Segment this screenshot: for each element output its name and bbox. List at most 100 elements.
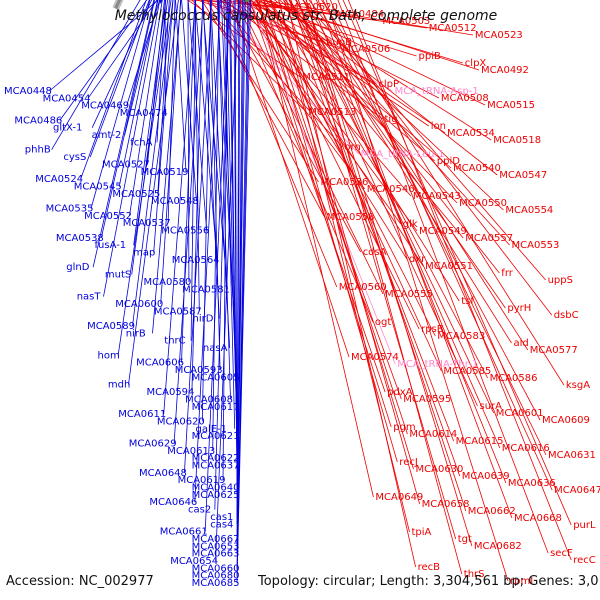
gene-label[interactable]: MCA0600 <box>115 299 163 310</box>
gene-label[interactable]: mdh <box>108 380 130 391</box>
gene-label[interactable]: MCA0454 <box>43 93 91 104</box>
gene-label[interactable]: MCA0469 <box>81 101 129 112</box>
gene-label[interactable]: MCA0616 <box>502 443 550 454</box>
gene-label[interactable]: MCA0619 <box>178 475 226 486</box>
gene-label[interactable]: tig <box>385 114 398 125</box>
gene-label[interactable]: MCA0640 <box>192 483 240 494</box>
gene-label[interactable]: secF <box>550 548 573 559</box>
gene-label[interactable]: MCA0511 <box>302 72 350 83</box>
gene-label[interactable]: MCA0560 <box>339 282 387 293</box>
gene-label[interactable]: MCA0621 <box>192 431 240 442</box>
gene-label[interactable]: MCA0667 <box>192 534 240 545</box>
gene-label[interactable]: purL <box>573 520 596 531</box>
gene-label[interactable]: MCA0594 <box>147 387 195 398</box>
gene-label[interactable]: MCA0658 <box>422 499 470 510</box>
gene-label[interactable]: MCA0608 <box>185 394 233 405</box>
gene-label[interactable]: MCA0508 <box>441 93 489 104</box>
gene-label[interactable]: ppiD <box>437 156 460 167</box>
gene-label[interactable]: lon <box>431 121 446 132</box>
gene-label[interactable]: MCA0637 <box>192 461 240 472</box>
gene-label[interactable]: clpX <box>465 58 487 69</box>
gene-label[interactable]: phhB <box>25 145 51 156</box>
gene-label[interactable]: cas4 <box>210 519 233 530</box>
gene-label[interactable]: nasT <box>77 292 102 303</box>
gene-label[interactable]: MCA0552 <box>84 211 132 222</box>
gene-label[interactable]: MCA0506 <box>342 44 390 55</box>
gene-label[interactable]: MCA0564 <box>172 255 220 266</box>
gene-label[interactable]: MCA0492 <box>481 65 529 76</box>
gene-label[interactable]: MCA0537 <box>123 218 171 229</box>
gene-label[interactable]: MCA0515 <box>487 100 535 111</box>
gene-label[interactable]: pgm <box>393 422 415 433</box>
gene-label[interactable]: MCA0586 <box>490 373 538 384</box>
gene-label[interactable]: MCA0625 <box>192 490 240 501</box>
gene-label[interactable]: MCA0648 <box>139 468 187 479</box>
gene-label[interactable]: MCA0629 <box>129 439 177 450</box>
gene-label[interactable]: cdsA <box>363 247 387 258</box>
gene-label[interactable]: map <box>133 248 155 259</box>
gene-label[interactable]: recB <box>418 562 441 573</box>
gene-label[interactable]: rpsB <box>421 324 444 335</box>
gene-label[interactable]: MCA0661 <box>160 527 208 538</box>
gene-label[interactable]: MCA0611 <box>118 409 166 420</box>
gene-label[interactable]: nirB <box>126 328 146 339</box>
gene-label[interactable]: pyrH <box>507 303 531 314</box>
gene-label[interactable]: ald <box>514 338 529 349</box>
gene-label[interactable]: MCA0636 <box>508 478 556 489</box>
gene-label[interactable]: MCA0574 <box>351 352 399 363</box>
gene-label[interactable]: MCA0549 <box>419 226 467 237</box>
gene-label[interactable]: MCA0543 <box>413 191 461 202</box>
gene-label[interactable]: MCA0523 <box>475 30 523 41</box>
gene-label[interactable]: cysS <box>63 152 86 163</box>
gene-label[interactable]: MCA0525 <box>112 189 160 200</box>
gene-label[interactable]: surA <box>480 401 503 412</box>
gene-label[interactable]: MCA0649 <box>375 492 423 503</box>
gene-label[interactable]: ppiB <box>419 51 441 62</box>
gene-label[interactable]: tsf <box>461 296 474 307</box>
gene-label[interactable]: MCA0548 <box>151 196 199 207</box>
gene-label[interactable]: MCA0606 <box>136 358 184 369</box>
gene-label[interactable]: MCA0557 <box>465 233 513 244</box>
gene-label[interactable]: pdxA <box>387 387 413 398</box>
gene-label[interactable]: MCA0589 <box>87 321 135 332</box>
gene-label[interactable]: MCA0646 <box>149 497 197 508</box>
gene-label[interactable]: MCA0486 <box>14 115 62 126</box>
gene-label[interactable]: fusA-1 <box>95 240 127 251</box>
gene-label[interactable]: MCA_tRNA-Thr-1 <box>397 359 478 370</box>
gene-label[interactable]: MCA0639 <box>462 471 510 482</box>
gene-label[interactable]: gltX-1 <box>53 123 82 134</box>
gene-label[interactable]: MCA0577 <box>530 345 578 356</box>
gene-label[interactable]: MCA0662 <box>468 506 516 517</box>
gene-label[interactable]: MCA0620 <box>157 416 205 427</box>
gene-label[interactable]: MCA0519 <box>141 167 189 178</box>
gene-label[interactable]: orn <box>344 142 360 153</box>
gene-label[interactable]: MCA0622 <box>192 453 240 464</box>
gene-label[interactable]: MCA0593 <box>175 365 223 376</box>
gene-label[interactable]: glnD <box>66 262 89 273</box>
gene-label[interactable]: cas2 <box>188 505 211 516</box>
gene-label[interactable]: MCA0630 <box>416 464 464 475</box>
gene-label[interactable]: MCA0551 <box>425 261 473 272</box>
gene-label[interactable]: MCA0535 <box>46 204 94 215</box>
gene-label[interactable]: recC <box>573 555 596 566</box>
gene-label[interactable]: MCA0553 <box>512 240 560 251</box>
gene-label[interactable]: MCA0614 <box>409 429 457 440</box>
gene-label[interactable]: clpP <box>378 79 399 90</box>
gene-label[interactable]: ogt <box>375 317 391 328</box>
gene-label[interactable]: MCA0601 <box>496 408 544 419</box>
gene-label[interactable]: tgt <box>458 534 472 545</box>
gene-label[interactable]: MCA0647 <box>554 485 600 496</box>
gene-label[interactable]: MCA0581 <box>182 284 230 295</box>
forward-strand-gene[interactable] <box>157 0 166 4</box>
gene-label[interactable]: MCA0518 <box>493 135 541 146</box>
gene-label[interactable]: MCA0585 <box>443 366 491 377</box>
gene-label[interactable]: MCA0615 <box>456 436 504 447</box>
gene-label[interactable]: MCA0680 <box>192 571 240 582</box>
gene-label[interactable]: MCA0554 <box>505 205 553 216</box>
gene-label[interactable]: MCA0653 <box>192 541 240 552</box>
gene-label[interactable]: amt-2 <box>92 130 122 141</box>
gene-label[interactable]: MCA0654 <box>170 556 218 567</box>
gene-label[interactable]: dsbC <box>554 310 579 321</box>
gene-label[interactable]: MCA0540 <box>453 163 501 174</box>
gene-label[interactable]: glk <box>403 219 418 230</box>
